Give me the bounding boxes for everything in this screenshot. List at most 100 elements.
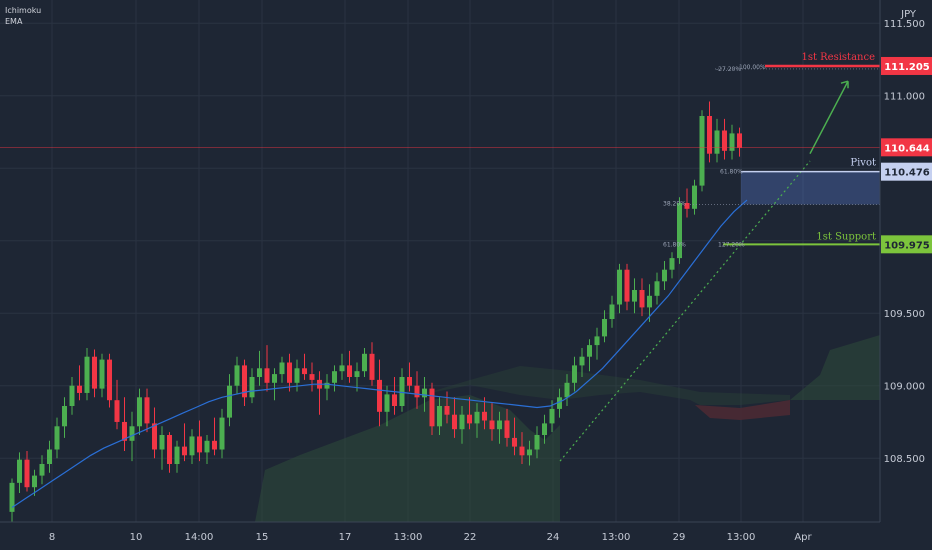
candle-body xyxy=(324,382,330,389)
candle-body xyxy=(527,449,532,456)
candle-body xyxy=(452,414,457,430)
time-tick-label: 17 xyxy=(339,532,352,543)
candle-body xyxy=(39,464,45,476)
candle-body xyxy=(557,397,562,409)
candle-body xyxy=(542,423,547,435)
candle-body xyxy=(429,388,435,427)
candle-body xyxy=(129,426,135,441)
candle-body xyxy=(467,414,472,424)
candle-body xyxy=(654,281,660,296)
candle-body xyxy=(714,130,720,154)
candle-body xyxy=(519,446,525,456)
candle-body xyxy=(122,421,127,441)
candle-body xyxy=(497,420,502,430)
candle-body xyxy=(549,408,555,424)
candle-body xyxy=(204,440,210,453)
candle-body xyxy=(474,411,480,424)
candle-body xyxy=(69,385,75,406)
candle-body xyxy=(699,116,705,186)
candle-body xyxy=(407,377,412,386)
time-tick-label: 14:00 xyxy=(185,532,214,543)
candle-body xyxy=(482,411,487,421)
candle-body xyxy=(279,362,285,375)
time-tick-label: 8 xyxy=(49,532,55,543)
candle-body xyxy=(92,356,97,389)
candle-body xyxy=(662,269,667,282)
currency-label: JPY xyxy=(900,9,917,20)
time-tick-label: 10 xyxy=(130,532,143,543)
fib-label-pivot-2: 38.20% xyxy=(663,200,686,207)
time-tick-label: 13:00 xyxy=(394,532,423,543)
candle-body xyxy=(512,437,517,447)
candle-body xyxy=(9,482,15,512)
candle-body xyxy=(459,414,465,430)
time-tick-label: 22 xyxy=(464,532,477,543)
candle-body xyxy=(339,365,345,372)
candle-body xyxy=(77,385,82,393)
pivot-label: Pivot xyxy=(850,158,876,169)
candle-body xyxy=(534,435,540,450)
price-tick-label: 108.500 xyxy=(884,454,925,465)
candle-body xyxy=(384,394,390,412)
time-tick-label: 15 xyxy=(256,532,269,543)
candle-body xyxy=(219,417,225,450)
candle-body xyxy=(264,368,270,383)
candle-body xyxy=(309,374,315,380)
candle-body xyxy=(107,359,112,401)
candle-body xyxy=(272,374,277,383)
candle-body xyxy=(437,406,442,427)
trendline xyxy=(559,160,811,462)
candle-body xyxy=(32,475,37,488)
support-price-badge xyxy=(881,235,932,254)
candle-body xyxy=(62,406,67,427)
candle-body xyxy=(84,356,90,393)
levels: 1st Resistance -27.20%100.00% Pivot 61.80% 3… xyxy=(0,52,880,462)
candle-body xyxy=(594,336,600,346)
cloud-bull-area xyxy=(255,395,560,522)
projection-arrow xyxy=(809,80,849,155)
price-tick-label: 111.500 xyxy=(884,19,925,30)
candle-body xyxy=(692,185,697,209)
candle-body xyxy=(504,420,510,438)
candle-body xyxy=(144,397,150,424)
time-tick-label: 29 xyxy=(673,532,686,543)
candle-body xyxy=(489,420,495,430)
candle-body xyxy=(639,290,645,308)
resistance-price-badge-label: 111.205 xyxy=(884,62,930,73)
pivot-price-badge-label: 110.476 xyxy=(884,168,930,179)
candle-body xyxy=(617,269,622,305)
candle-body xyxy=(152,423,157,450)
ema-line xyxy=(11,199,748,508)
candle-body xyxy=(242,365,247,398)
time-tick-label: 13:00 xyxy=(727,532,756,543)
price-tick-label: 111.000 xyxy=(884,92,925,103)
candle-body xyxy=(564,382,570,398)
candle-body xyxy=(17,459,22,483)
candle-body xyxy=(189,436,195,456)
cloud-bear-area xyxy=(695,400,790,420)
candle-body xyxy=(587,345,592,357)
candle-body xyxy=(722,130,727,151)
fib-label-support-1: 61.80% xyxy=(663,241,686,248)
time-axis-bg xyxy=(0,522,932,550)
fib-label-resistance-1: -27.20% xyxy=(716,66,741,73)
candle-body xyxy=(234,365,240,386)
support-price-badge-label: 109.975 xyxy=(884,240,930,251)
candle-body xyxy=(354,371,360,377)
candle-body xyxy=(414,385,420,398)
candle-body xyxy=(677,203,682,259)
candle-body xyxy=(647,295,652,308)
indicator-ichimoku[interactable]: Ichimoku xyxy=(5,6,42,15)
indicator-ema[interactable]: EMA xyxy=(5,17,23,26)
candle-body xyxy=(99,359,105,389)
time-tick-label: Apr xyxy=(794,532,812,543)
candle-body xyxy=(399,377,405,406)
support-label: 1st Support xyxy=(816,231,876,242)
candle-body xyxy=(444,406,450,415)
candle-body xyxy=(47,449,52,464)
price-tick-label: 109.500 xyxy=(884,309,925,320)
candle-body xyxy=(287,362,292,383)
price-axis: 111.500111.000110.500110.000109.500109.0… xyxy=(879,0,932,550)
candle-body xyxy=(167,435,172,464)
